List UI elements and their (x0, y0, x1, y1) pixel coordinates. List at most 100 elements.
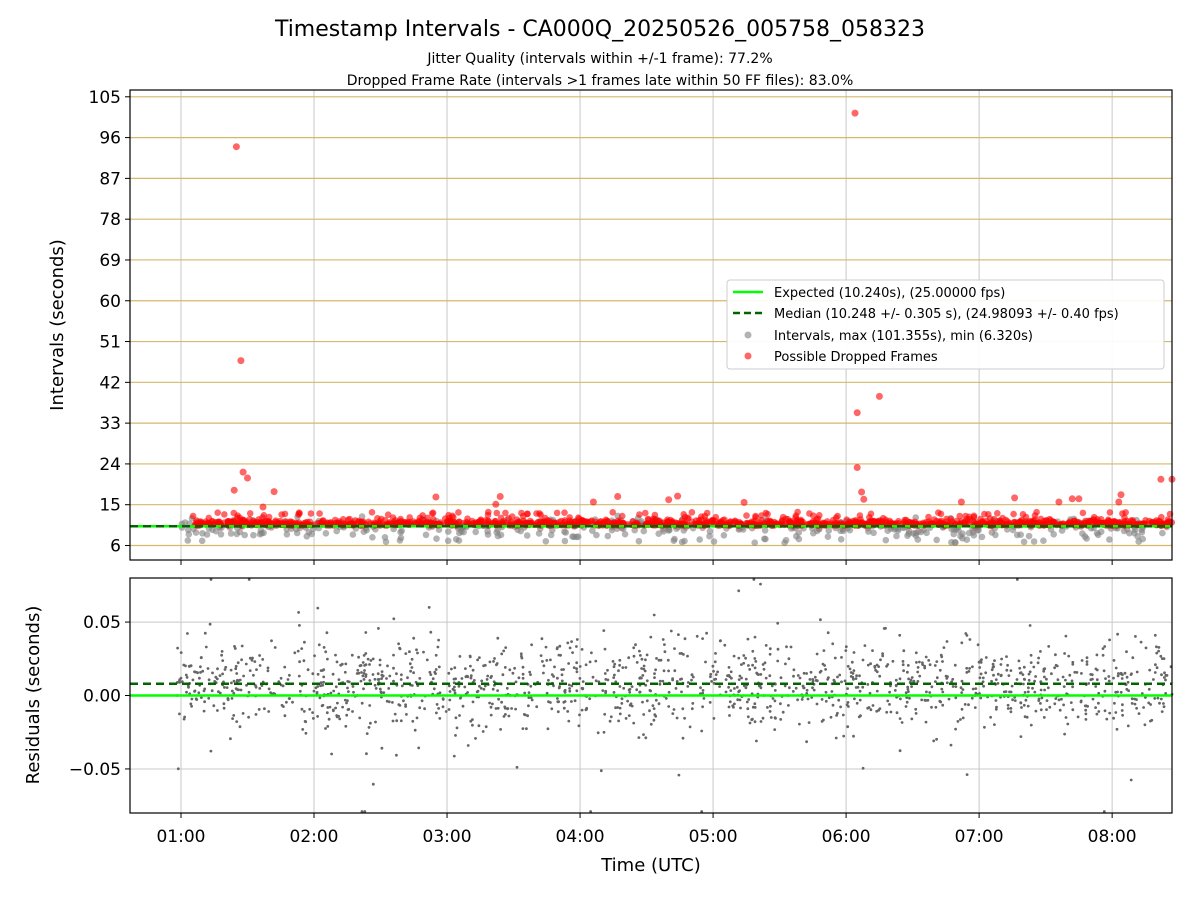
interval-point (706, 528, 714, 535)
residual-point (904, 705, 908, 708)
residual-point (568, 689, 572, 693)
interval-point (561, 537, 569, 545)
dropped-frame-point (484, 517, 492, 525)
dropped-frame-outlier-13 (665, 496, 673, 504)
residual-point (641, 700, 644, 704)
residual-point (933, 664, 937, 667)
residual-point (235, 720, 239, 723)
residual-point (1104, 677, 1107, 680)
residual-point (266, 666, 270, 670)
residual-point (525, 727, 528, 731)
residual-point (993, 723, 996, 726)
residual-point (733, 687, 736, 690)
residual-point (788, 686, 791, 690)
dropped-frame-point (485, 508, 492, 516)
residual-point (729, 689, 733, 692)
residual-point (737, 656, 741, 660)
residual-point (296, 649, 300, 653)
dropped-frame-point (406, 514, 414, 521)
residual-point (622, 686, 626, 690)
residual-point (448, 698, 452, 702)
residual-point (918, 674, 922, 678)
residual-point (827, 676, 830, 679)
residual-point (281, 684, 285, 688)
dropped-frame-outlier-6 (259, 503, 267, 511)
interval-point (542, 538, 550, 545)
residual-point (1130, 697, 1134, 701)
residual-point (410, 666, 414, 669)
dropped-frame-point (1097, 519, 1105, 527)
residual-point (301, 728, 305, 731)
residual-point (263, 707, 266, 711)
residual-point (316, 672, 320, 676)
residual-point (984, 656, 988, 659)
residual-point (258, 687, 262, 690)
interval-point (217, 531, 225, 538)
residual-point (553, 665, 556, 669)
residual-point (212, 704, 216, 708)
residual-point (728, 714, 731, 717)
residual-point (285, 700, 288, 704)
residual-point (420, 699, 424, 703)
residual-point (852, 651, 856, 654)
dropped-frame-point (265, 513, 273, 521)
residual-point (914, 651, 918, 655)
dropped-frame-point (994, 510, 1001, 517)
residual-point (785, 645, 788, 649)
residual-point (334, 685, 338, 689)
residual-point (190, 704, 194, 708)
residual-point (885, 664, 888, 668)
residual-point (413, 728, 417, 732)
residual-point (328, 705, 332, 709)
residual-point (530, 698, 534, 702)
residual-point (628, 690, 632, 694)
dropped-frame-point (752, 512, 759, 520)
residual-point (1073, 670, 1077, 674)
residual-point (648, 709, 651, 713)
residual-point (946, 675, 949, 678)
residual-point (489, 676, 493, 679)
residual-point (1125, 687, 1129, 691)
residual-point (805, 692, 809, 695)
residual-point (871, 704, 875, 707)
residual-point (974, 691, 978, 695)
residual-point (460, 677, 464, 680)
residual-point (397, 703, 401, 706)
dropped-frame-point (553, 519, 560, 527)
dropped-frame-point (1152, 519, 1160, 527)
residual-point (728, 700, 732, 704)
interval-point (184, 526, 192, 534)
residual-point (312, 689, 316, 693)
residual-point (186, 632, 189, 635)
residual-point (325, 631, 329, 635)
residual-point (762, 667, 766, 671)
legend-box (726, 279, 1165, 370)
residual-point (712, 717, 716, 720)
residual-point (891, 659, 895, 663)
residual-point (412, 671, 415, 675)
residual-point (432, 687, 436, 691)
residual-point (634, 643, 637, 647)
residual-point (889, 684, 892, 688)
residual-point (550, 673, 554, 676)
dropped-frame-outlier-5 (270, 488, 278, 496)
residual-point (832, 678, 836, 682)
residual-point (695, 634, 699, 638)
residual-point (371, 673, 375, 676)
residual-point (905, 696, 909, 699)
residual-point (1034, 709, 1038, 713)
residual-point (1155, 666, 1159, 670)
residual-point (1152, 678, 1155, 681)
residual-point (916, 670, 920, 674)
residual-point (387, 687, 391, 690)
residual-point (898, 677, 902, 681)
residual-point (178, 712, 181, 716)
residual-point (910, 676, 914, 679)
residual-point (469, 664, 472, 668)
residual-point (1160, 710, 1164, 713)
residual-point (297, 611, 300, 614)
residual-point (960, 641, 964, 645)
residual-point (368, 679, 372, 682)
residual-point (657, 702, 661, 706)
residual-point (511, 671, 515, 675)
